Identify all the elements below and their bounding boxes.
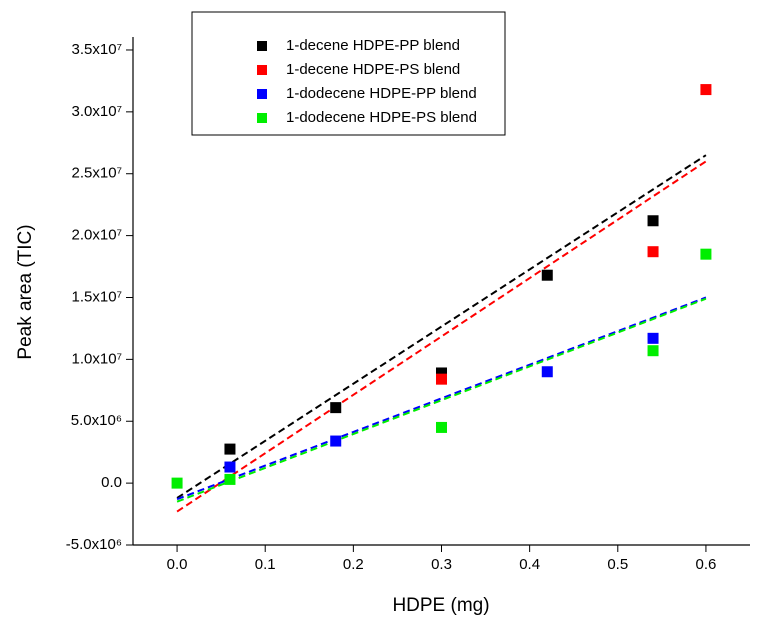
x-tick-label: 0.6: [695, 556, 716, 573]
trend-line: [176, 154, 707, 499]
x-tick-label: 0.2: [343, 556, 364, 573]
y-tick-label: 3.5x10⁷: [72, 41, 122, 58]
x-tick-label: 0.1: [255, 556, 276, 573]
x-tick-label: 0.4: [519, 556, 540, 573]
point: [171, 477, 183, 489]
legend-marker: [257, 89, 267, 99]
x-tick-label: 0.5: [607, 556, 628, 573]
point: [541, 269, 553, 281]
legend-marker: [257, 65, 267, 75]
point: [647, 215, 659, 227]
legend-marker: [257, 113, 267, 123]
point: [224, 473, 236, 485]
y-tick-label: 2.0x10⁷: [72, 227, 122, 244]
y-tick-label: -5.0x10⁶: [66, 536, 122, 553]
point: [700, 84, 712, 96]
y-tick-label: 1.0x10⁷: [72, 350, 122, 367]
point: [330, 402, 342, 414]
y-tick-label: 0.0: [101, 474, 122, 491]
y-tick-label: 2.5x10⁷: [72, 165, 122, 182]
y-axis-title: Peak area (TIC): [15, 224, 36, 359]
point: [224, 461, 236, 473]
trend-line: [176, 160, 707, 513]
y-tick-label: 3.0x10⁷: [72, 103, 122, 120]
point: [330, 435, 342, 447]
legend-marker: [257, 41, 267, 51]
point: [647, 332, 659, 344]
point: [436, 421, 447, 433]
point: [541, 366, 553, 378]
point: [436, 367, 447, 379]
legend-label: 1-dodecene HDPE-PP blend: [286, 85, 477, 102]
point: [700, 248, 712, 260]
trend-line: [176, 297, 707, 503]
legend-label: 1-decene HDPE-PP blend: [286, 37, 460, 54]
y-tick-label: 5.0x10⁶: [71, 412, 122, 429]
point: [436, 373, 447, 385]
point: [647, 246, 659, 258]
legend-label: 1-dodecene HDPE-PS blend: [286, 109, 477, 126]
legend-label: 1-decene HDPE-PS blend: [286, 61, 460, 78]
legend-box: [191, 11, 506, 136]
y-tick-label: 1.5x10⁷: [72, 288, 122, 305]
trend-line: [176, 296, 707, 501]
point: [224, 443, 236, 455]
point: [647, 345, 659, 357]
x-tick-label: 0.0: [167, 556, 188, 573]
x-axis-title: HDPE (mg): [392, 595, 489, 616]
x-tick-label: 0.3: [431, 556, 452, 573]
